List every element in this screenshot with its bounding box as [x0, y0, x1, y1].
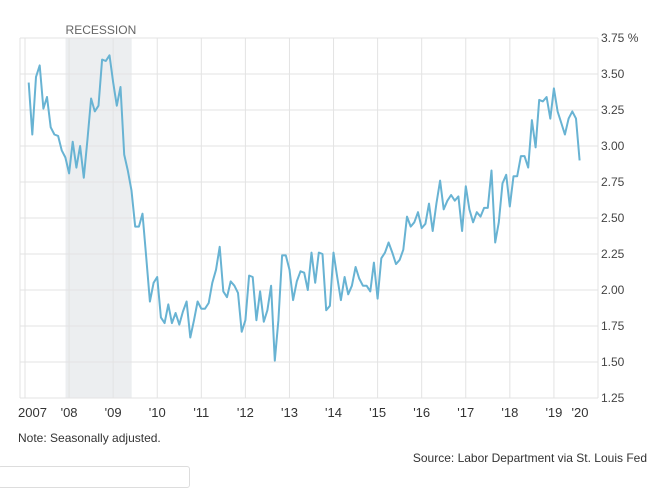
y-tick-label: 2.50	[601, 211, 625, 225]
y-tick-label: 2.25	[601, 247, 625, 261]
x-tick-label: '10	[149, 405, 166, 420]
y-tick-label: 3.00	[601, 139, 625, 153]
partial-widget-box	[0, 466, 190, 488]
x-tick-label: '12	[237, 405, 254, 420]
series-line	[27, 54, 581, 362]
chart-source: Source: Labor Department via St. Louis F…	[412, 451, 647, 465]
x-tick-label: '13	[281, 405, 298, 420]
y-tick-label: 1.25	[601, 391, 625, 405]
x-tick-label: '09	[105, 405, 122, 420]
recession-label: RECESSION	[66, 23, 137, 37]
x-tick-label: '11	[193, 405, 209, 420]
x-tick-label: '18	[501, 405, 518, 420]
y-tick-label: 3.75 %	[601, 31, 639, 45]
y-tick-label: 3.25	[601, 103, 625, 117]
x-tick-label: '08	[61, 405, 78, 420]
x-tick-label: '19	[545, 405, 562, 420]
y-tick-label: 3.50	[601, 67, 625, 81]
y-tick-label: 1.50	[601, 355, 625, 369]
x-tick-label: '14	[325, 405, 342, 420]
wage-growth-chart: RECESSION 3.75 % 3.50 3.25 3.00 2.75 2.50 2.25…	[18, 23, 639, 420]
chart-note: Note: Seasonally adjusted.	[18, 431, 161, 445]
x-tick-label: 2007	[18, 405, 47, 420]
y-tick-label: 1.75	[601, 319, 625, 333]
x-tick-label: '16	[413, 405, 430, 420]
x-tick-label: '17	[457, 405, 474, 420]
y-tick-label: 2.00	[601, 283, 625, 297]
x-tick-label: '15	[369, 405, 386, 420]
x-tick-label: '20	[572, 405, 589, 420]
y-tick-label: 2.75	[601, 175, 625, 189]
